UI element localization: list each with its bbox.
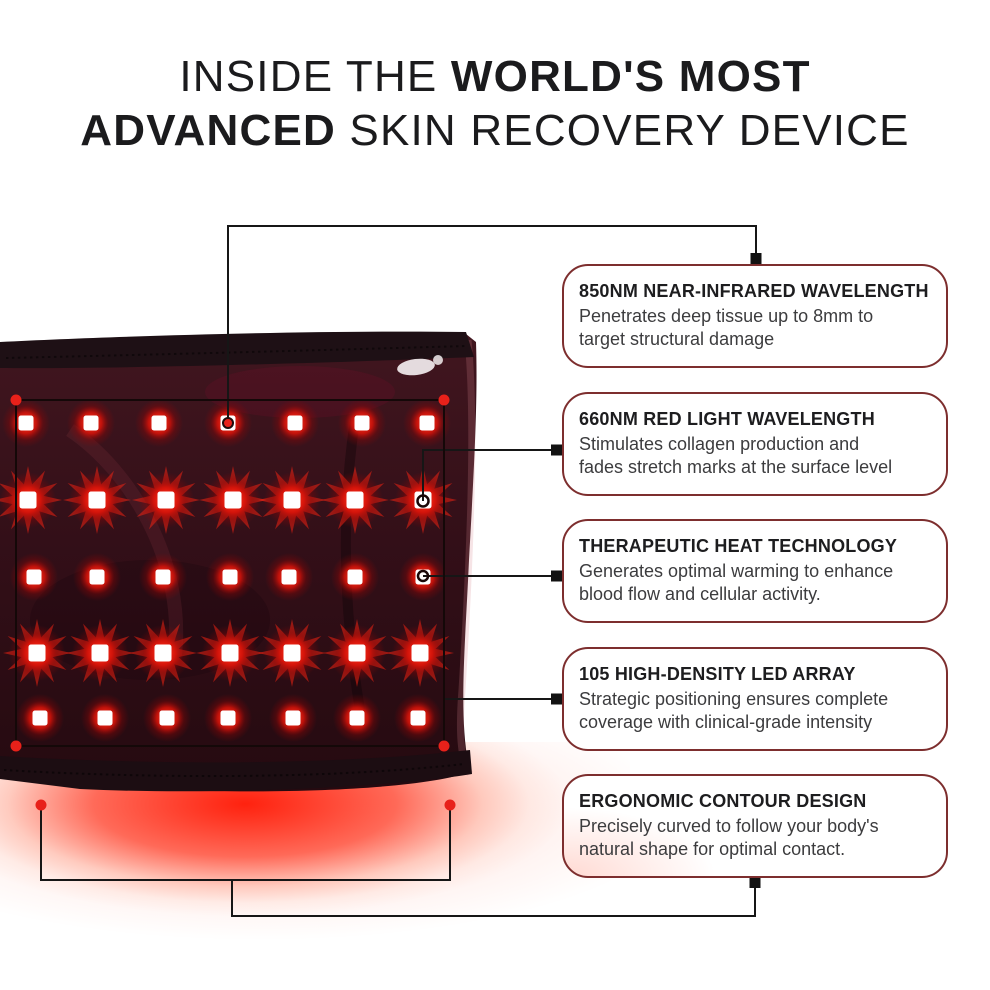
- target-ring-heat: [416, 569, 430, 583]
- led: [285, 710, 301, 726]
- connector-square-contour: [749, 877, 761, 888]
- led: [151, 415, 167, 431]
- led: [83, 415, 99, 431]
- callout-led-array: 105 HIGH-DENSITY LED ARRAY Strategic pos…: [562, 647, 948, 751]
- led: [349, 710, 365, 726]
- led: [347, 569, 363, 585]
- callout-body-line: Penetrates deep tissue up to 8mm to: [579, 306, 874, 326]
- led: [281, 569, 297, 585]
- title-line1-bold: WORLD'S MOST: [450, 52, 811, 101]
- led: [154, 644, 172, 662]
- led: [19, 491, 37, 509]
- led: [18, 415, 34, 431]
- title-line1-regular: INSIDE THE: [179, 52, 451, 101]
- glare-spot: [397, 358, 435, 376]
- title-line2-regular: SKIN RECOVERY DEVICE: [335, 106, 910, 155]
- led: [28, 644, 46, 662]
- callout-body-line: target structural damage: [579, 329, 775, 349]
- led: [155, 569, 171, 585]
- leader-850nm: [227, 225, 757, 423]
- led: [89, 569, 105, 585]
- led: [411, 644, 429, 662]
- callout-body-line: Generates optimal warming to enhance: [579, 561, 894, 581]
- target-ring-660nm: [416, 494, 430, 508]
- led: [159, 710, 175, 726]
- led: [221, 644, 239, 662]
- title-line1: INSIDE THE WORLD'S MOST: [179, 52, 810, 101]
- target-dot-850nm: [222, 417, 234, 429]
- led: [287, 415, 303, 431]
- belt-bottom-binding: [0, 750, 472, 792]
- callout-850nm-wavelength: 850NM NEAR-INFRARED WAVELENGTH Penetrate…: [562, 264, 948, 368]
- title-line2-bold: ADVANCED: [80, 106, 336, 155]
- led: [354, 415, 370, 431]
- outline-dot-bottom-left: [10, 740, 22, 752]
- callout-body-line: coverage with clinical-grade intensity: [579, 712, 873, 732]
- led: [283, 644, 301, 662]
- vinyl-edge-highlight: [456, 339, 476, 776]
- callout-body-line: Stimulates collagen production and: [579, 434, 860, 454]
- title-line2: ADVANCED SKIN RECOVERY DEVICE: [80, 106, 909, 155]
- callout-heading: 660NM RED LIGHT WAVELENGTH: [579, 409, 875, 429]
- callout-body-line: natural shape for optimal contact.: [579, 839, 846, 859]
- callout-660nm-wavelength: 660NM RED LIGHT WAVELENGTH Stimulates co…: [562, 392, 948, 496]
- outline-dot-top-right: [438, 394, 450, 406]
- glow-dot-right: [444, 799, 456, 811]
- callout-body-line: Strategic positioning ensures complete: [579, 689, 889, 709]
- connector-square-660nm: [551, 444, 562, 456]
- led-array-outline: [15, 399, 445, 747]
- belt-top-binding: [0, 331, 474, 369]
- callout-heading: ERGONOMIC CONTOUR DESIGN: [579, 791, 867, 811]
- callout-contour-design: ERGONOMIC CONTOUR DESIGN Precisely curve…: [562, 774, 948, 878]
- leader-contour: [40, 806, 756, 917]
- connector-square-heat: [551, 570, 562, 582]
- led: [32, 710, 48, 726]
- outline-dot-bottom-right: [438, 740, 450, 752]
- callout-body-line: blood flow and cellular activity.: [579, 584, 821, 604]
- led: [157, 491, 175, 509]
- callout-heading: THERAPEUTIC HEAT TECHNOLOGY: [579, 536, 898, 556]
- outline-dot-top-left: [10, 394, 22, 406]
- led: [283, 491, 301, 509]
- led: [348, 644, 366, 662]
- connector-square-led-array: [551, 693, 562, 705]
- led: [222, 569, 238, 585]
- glow-dot-left: [35, 799, 47, 811]
- led: [91, 644, 109, 662]
- callout-heading: 850NM NEAR-INFRARED WAVELENGTH: [579, 281, 929, 301]
- callout-heading: 105 HIGH-DENSITY LED ARRAY: [579, 664, 856, 684]
- led: [97, 710, 113, 726]
- led: [224, 491, 242, 509]
- leader-660nm: [422, 449, 556, 501]
- led: [346, 491, 364, 509]
- led: [88, 491, 106, 509]
- callout-heat-technology: THERAPEUTIC HEAT TECHNOLOGY Generates op…: [562, 519, 948, 623]
- callout-body-line: fades stretch marks at the surface level: [579, 457, 893, 477]
- callout-body-line: Precisely curved to follow your body's: [579, 816, 879, 836]
- led: [419, 415, 435, 431]
- page-title: INSIDE THE WORLD'S MOST ADVANCED SKIN RE…: [0, 50, 990, 158]
- connector-square-850nm: [750, 253, 762, 264]
- led: [220, 710, 236, 726]
- led: [410, 710, 426, 726]
- led: [26, 569, 42, 585]
